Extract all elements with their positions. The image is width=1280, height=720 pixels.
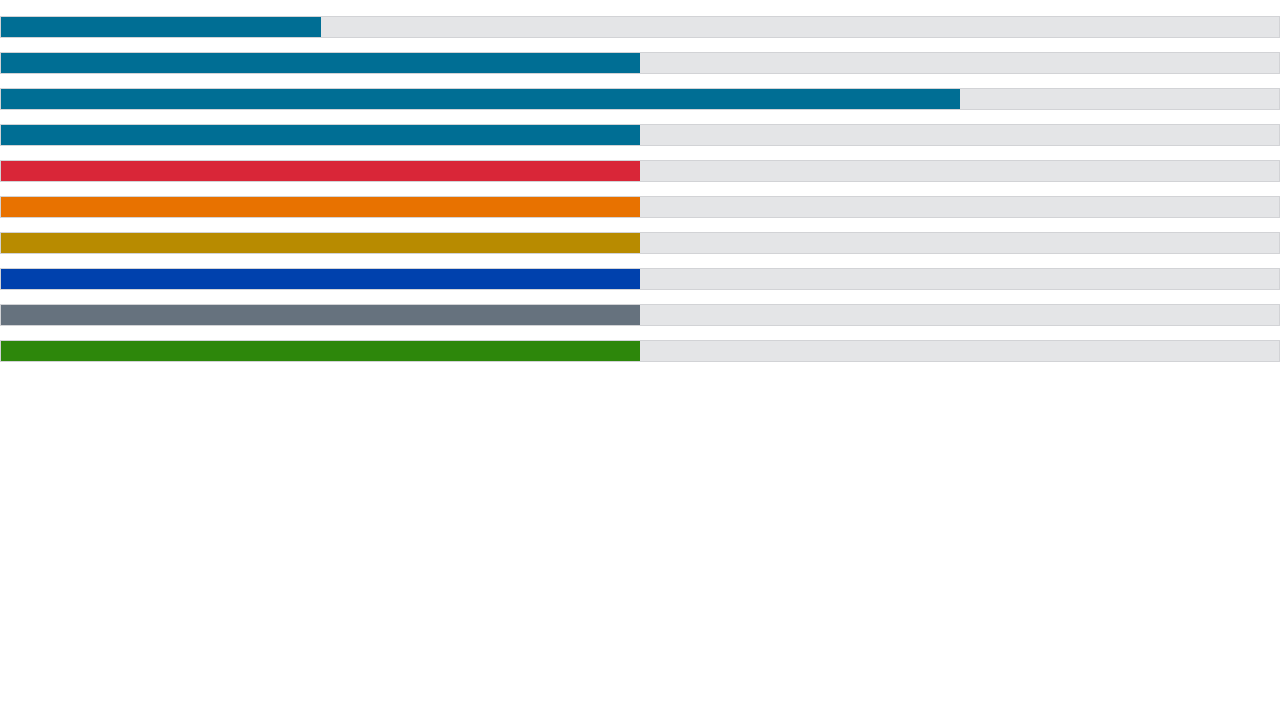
progress-bar-fill [1,197,640,217]
progress-bar-info [0,268,1280,290]
progress-bar-fill [1,269,640,289]
progress-bar-fill [1,53,640,73]
progress-bar-caution [0,232,1280,254]
progress-bar-fill [1,17,321,37]
progress-bar-fill [1,89,960,109]
progress-bar [0,124,1280,146]
progress-bar-fill [1,125,640,145]
progress-bar-fill [1,161,640,181]
progress-bar-danger [0,160,1280,182]
progress-bar-fill [1,305,640,325]
progress-bar-list [0,16,1280,376]
progress-bar-warning [0,196,1280,218]
progress-bar [0,88,1280,110]
progress-bar-neutral [0,304,1280,326]
progress-bar [0,16,1280,38]
progress-bar-success [0,340,1280,362]
progress-bar-fill [1,233,640,253]
progress-bar-fill [1,341,640,361]
progress-bar [0,52,1280,74]
